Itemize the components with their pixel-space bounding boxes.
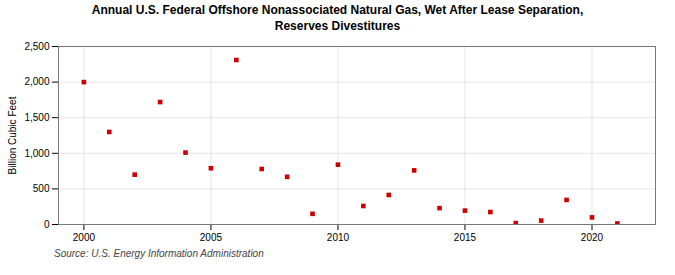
- svg-text:2010: 2010: [327, 232, 350, 243]
- html-text:Annual U.S. Federal Offshore N: Annual U.S. Federal Offshore Nonassociat…: [91, 3, 584, 33]
- svg-text:500: 500: [33, 183, 50, 194]
- svg-text:2005: 2005: [200, 232, 223, 243]
- svg-text:0: 0: [44, 219, 50, 230]
- html-text:Source: U.S. Energy Informatio: Source: U.S. Energy Information Administ…: [54, 248, 264, 260]
- svg-text:2000: 2000: [73, 232, 96, 243]
- svg-text:2,500: 2,500: [24, 41, 49, 52]
- svg-text:1,500: 1,500: [24, 112, 49, 123]
- svg-text:2015: 2015: [454, 232, 477, 243]
- svg-text:1,000: 1,000: [24, 148, 49, 159]
- svg-text:2,000: 2,000: [24, 76, 49, 87]
- svg-text:Billion Cubic Feet: Billion Cubic Feet: [7, 97, 18, 175]
- svg-text:2020: 2020: [581, 232, 604, 243]
